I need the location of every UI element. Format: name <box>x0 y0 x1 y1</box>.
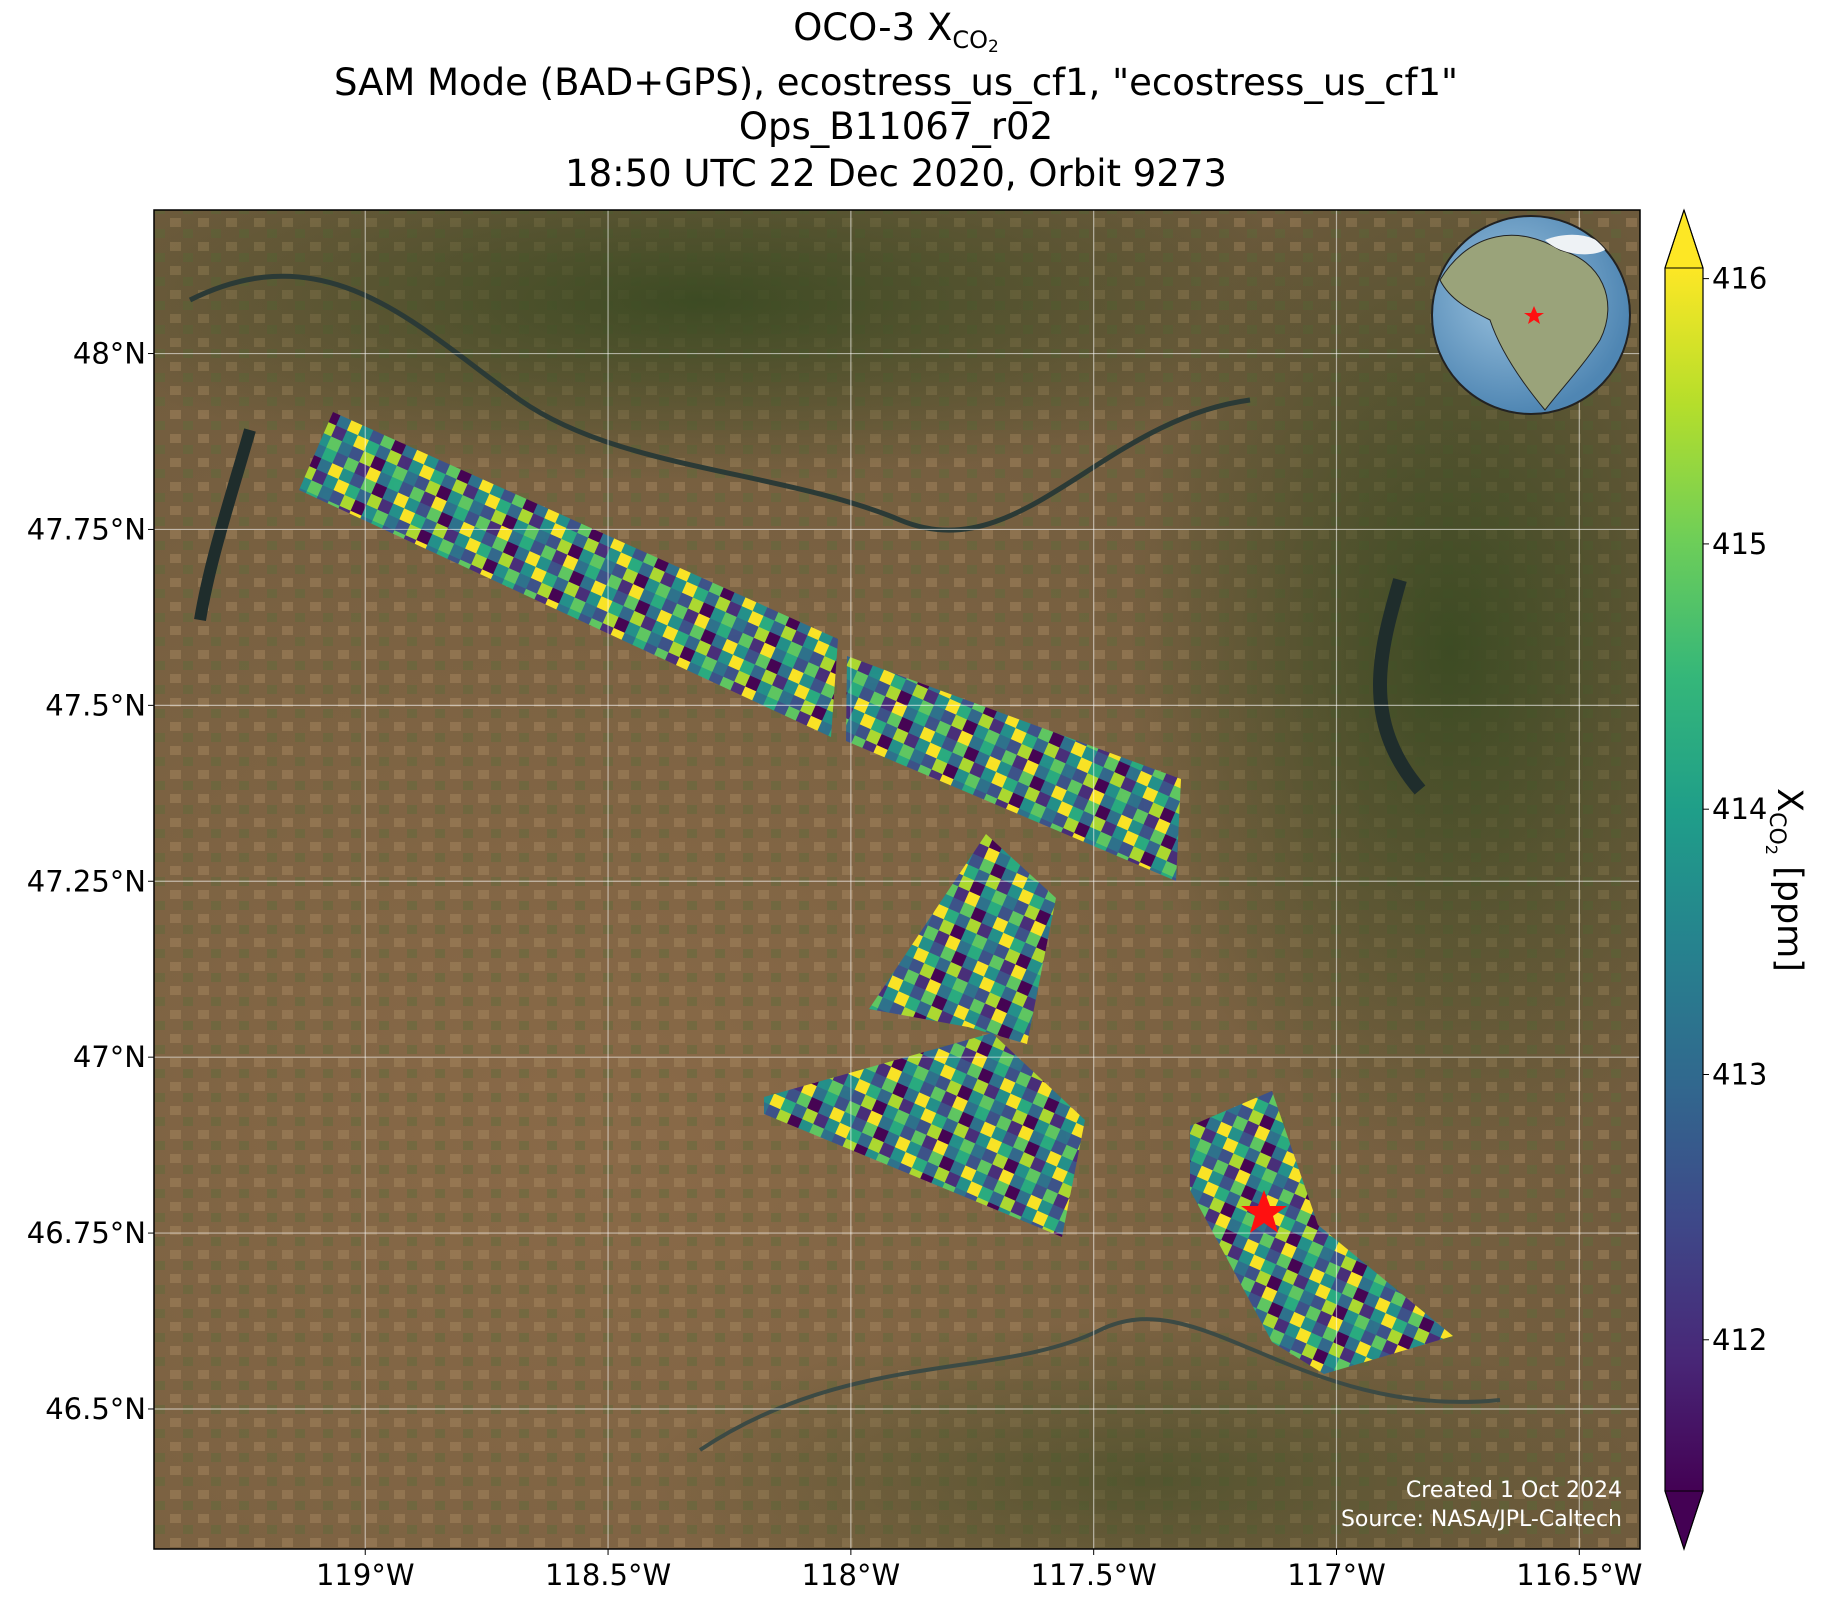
label-unit: [ppm] <box>1769 855 1809 972</box>
footprints <box>299 412 1453 1374</box>
credit: Source: NASA/JPL-Caltech <box>1341 1507 1622 1532</box>
label-sub: CO <box>1764 812 1789 845</box>
grid <box>154 210 1640 1549</box>
y-tick-label: 47°N <box>73 1040 146 1074</box>
colorbar-tick-label: 414 <box>1712 792 1767 826</box>
lake <box>1373 578 1426 795</box>
x-tick-label: 116.5°W <box>1516 1558 1642 1592</box>
continent <box>1439 234 1609 411</box>
colorbar: 412 413 414 415 416 <box>1664 208 1767 1551</box>
river <box>698 1317 1501 1452</box>
sounding-swath <box>299 412 838 737</box>
chart-title: OCO-3 XCO2 <box>793 6 999 57</box>
colorbar-extend <box>1664 208 1704 269</box>
title-text: OCO-3 X <box>793 6 952 49</box>
lake <box>194 428 256 621</box>
label-sub: 2 <box>1762 845 1781 855</box>
ice <box>1545 234 1605 255</box>
colorbar-tick-label: 413 <box>1712 1057 1767 1091</box>
y-tick-label: 46.75°N <box>27 1216 146 1250</box>
y-tick-label: 48°N <box>73 337 146 371</box>
y-tick-label: 47.75°N <box>27 512 146 546</box>
colorbar-label: XCO2 [ppm] <box>1762 788 1809 972</box>
inset-globe <box>1431 215 1631 415</box>
colorbar-body <box>1665 268 1703 1491</box>
y-tick-label: 47.5°N <box>45 688 146 722</box>
x-tick-label: 117°W <box>1287 1558 1386 1592</box>
colorbar-tick-label: 416 <box>1712 262 1767 296</box>
colorbar-tick-label: 415 <box>1712 527 1767 561</box>
sounding-swath <box>846 656 1181 881</box>
x-tick-label: 118.5°W <box>545 1558 671 1592</box>
map-area: Created 1 Oct 2024 Source: NASA/JPL-Calt… <box>154 210 1640 1549</box>
subtitle: Ops_B11067_r02 <box>739 105 1053 148</box>
label-text: X <box>1769 788 1809 812</box>
x-tick-label: 118°W <box>802 1558 901 1592</box>
y-tick-label: 47.25°N <box>27 864 146 898</box>
colorbar-frame <box>1664 209 1704 1551</box>
subtitle: 18:50 UTC 22 Dec 2020, Orbit 9273 <box>565 152 1227 195</box>
basemap-forest <box>154 210 1350 480</box>
title-sub: CO <box>952 26 988 54</box>
subtitle: SAM Mode (BAD+GPS), ecostress_us_cf1, "e… <box>334 61 1458 104</box>
colorbar-tick-label: 412 <box>1712 1323 1767 1357</box>
x-tick-label: 117.5°W <box>1031 1558 1157 1592</box>
target-star <box>1241 1190 1287 1233</box>
river <box>188 273 1251 533</box>
credit: Created 1 Oct 2024 <box>1406 1478 1622 1503</box>
sounding-swath <box>869 834 1056 1044</box>
x-tick-label: 119°W <box>316 1558 415 1592</box>
plot-frame <box>153 209 1641 1550</box>
colorbar-extend <box>1664 1490 1704 1551</box>
basemap-forest <box>650 1320 1640 1549</box>
y-tick-label: 46.5°N <box>45 1392 146 1426</box>
title-sub: 2 <box>988 37 999 57</box>
globe-star <box>1524 306 1544 324</box>
sounding-swath <box>764 1033 1085 1237</box>
